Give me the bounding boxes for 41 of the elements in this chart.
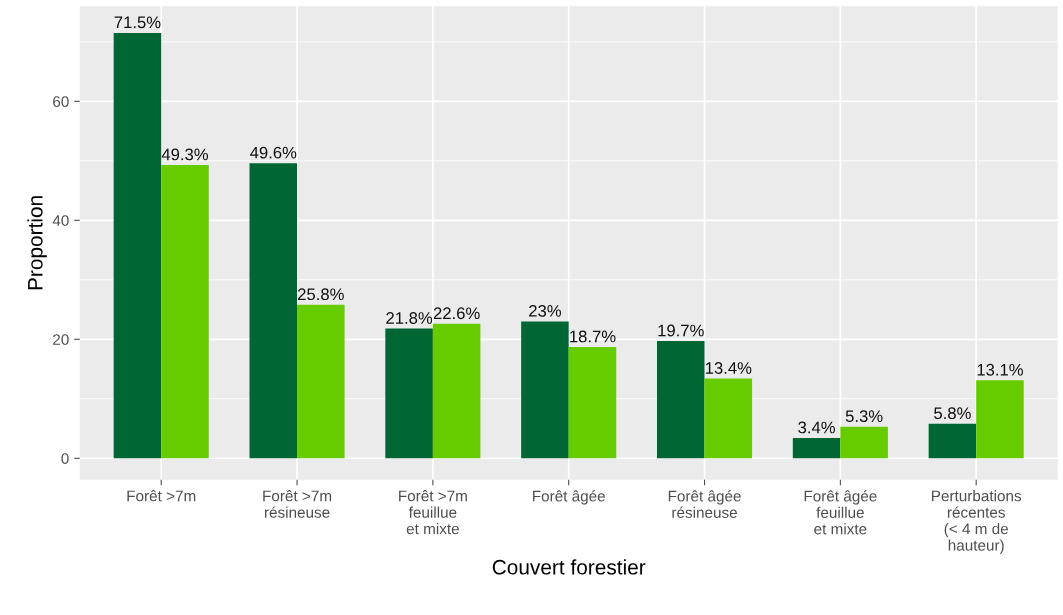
x-axis-title: Couvert forestier — [492, 559, 646, 575]
x-tick-label: Forêt âgée — [533, 490, 605, 505]
data-label: 3.4% — [798, 421, 835, 434]
bar — [161, 164, 209, 459]
bar — [297, 304, 345, 459]
y-tick-label: 0 — [61, 453, 69, 464]
x-tick-label: Forêt âgée feuillue et mixte — [804, 490, 877, 535]
data-label: 23% — [529, 304, 562, 317]
bar — [385, 328, 433, 459]
data-label: 13.1% — [977, 363, 1023, 376]
data-label: 18.7% — [570, 330, 616, 343]
x-tick-label: Forêt >7m feuillue et mixte — [399, 490, 467, 535]
data-label: 21.8% — [386, 312, 433, 324]
x-tick-label: Forêt >7m résineuse — [263, 490, 332, 518]
x-tick-label: Perturbations récentes (< 4 m de hauteur) — [932, 490, 1022, 554]
bar — [976, 380, 1024, 459]
data-label: 5.3% — [845, 410, 883, 423]
bar — [521, 321, 569, 459]
y-tick-label: 40 — [52, 215, 69, 226]
bar — [792, 438, 841, 459]
data-label: 49.6% — [250, 146, 297, 159]
data-label: 25.8% — [298, 288, 344, 301]
bar — [656, 341, 705, 459]
x-tick-label: Forêt >7m — [127, 490, 196, 502]
data-label: 71.5% — [114, 16, 161, 29]
data-label: 5.8% — [934, 407, 971, 420]
bar — [928, 423, 977, 459]
data-label: 19.7% — [658, 324, 704, 337]
data-label: 49.3% — [161, 148, 209, 161]
data-label: 22.6% — [433, 307, 480, 320]
bar — [249, 163, 298, 459]
bar — [840, 426, 888, 459]
bar — [704, 378, 753, 459]
x-tick-label: Forêt âgée résineuse — [668, 490, 741, 518]
bar — [568, 347, 617, 459]
y-axis-title: Proportion — [27, 196, 47, 290]
bar — [432, 323, 481, 459]
y-tick-label: 20 — [53, 334, 69, 345]
y-tick-label: 60 — [53, 96, 69, 108]
bar — [113, 32, 162, 459]
data-label: 13.4% — [705, 362, 752, 374]
